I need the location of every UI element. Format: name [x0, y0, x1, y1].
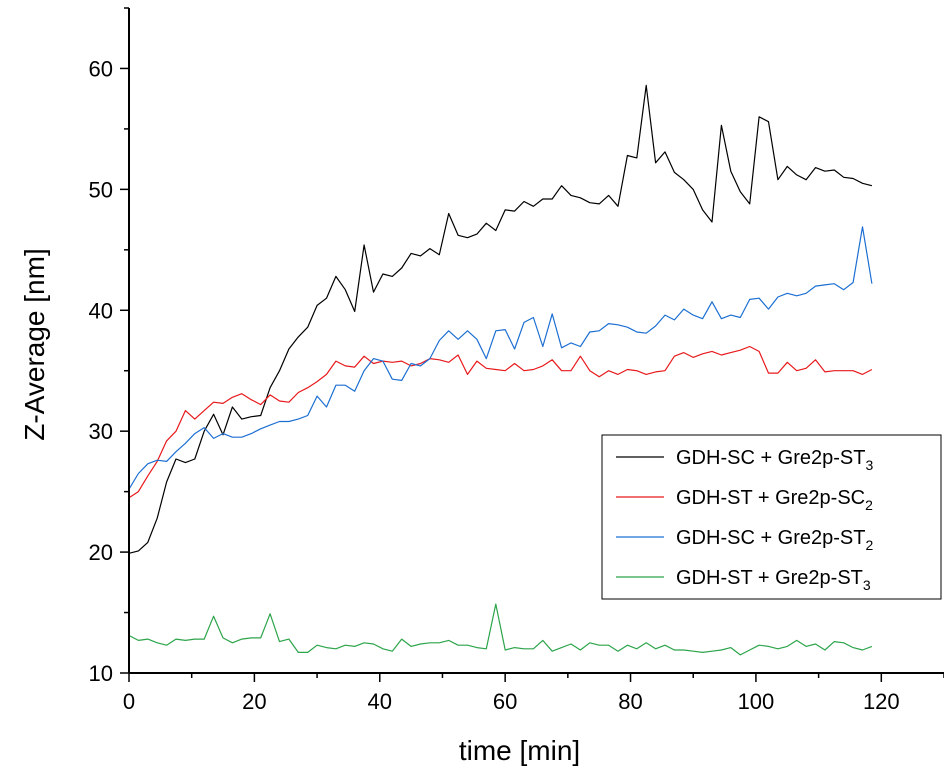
y-tick-label: 10	[89, 661, 113, 686]
axes	[120, 7, 944, 682]
x-axis-title: time [min]	[459, 735, 580, 766]
series-line-1	[128, 84, 873, 554]
legend: GDH-SC + Gre2p-ST3 GDH-ST + Gre2p-SC2 GDH-…	[601, 434, 942, 600]
x-tick-label: 60	[493, 689, 517, 714]
plot-area	[128, 84, 873, 656]
x-tick-label: 80	[618, 689, 642, 714]
x-tick-label: 0	[123, 689, 135, 714]
x-tick-label: 20	[242, 689, 266, 714]
x-tick-label: 100	[738, 689, 775, 714]
legend-label: GDH-SC + Gre2p-ST2	[676, 527, 873, 553]
legend-label: GDH-ST + Gre2p-SC2	[676, 487, 873, 513]
y-tick-label: 60	[89, 56, 113, 81]
legend-label: GDH-ST + Gre2p-ST3	[676, 567, 871, 593]
y-tick-label: 30	[89, 419, 113, 444]
series-line-4	[128, 603, 873, 656]
x-tick-label: 40	[368, 689, 392, 714]
y-axis-title: Z-Average [nm]	[19, 248, 50, 440]
y-tick-label: 20	[89, 540, 113, 565]
tick-labels: 0 20 40 60 80 100 120 10 20 30 40 50 60	[89, 56, 900, 714]
y-tick-label: 40	[89, 298, 113, 323]
series-line-2	[128, 345, 873, 499]
legend-box	[601, 434, 942, 600]
legend-label: GDH-SC + Gre2p-ST3	[676, 447, 873, 473]
y-tick-label: 50	[89, 177, 113, 202]
series-line-3	[128, 226, 873, 490]
x-tick-label: 120	[863, 689, 900, 714]
